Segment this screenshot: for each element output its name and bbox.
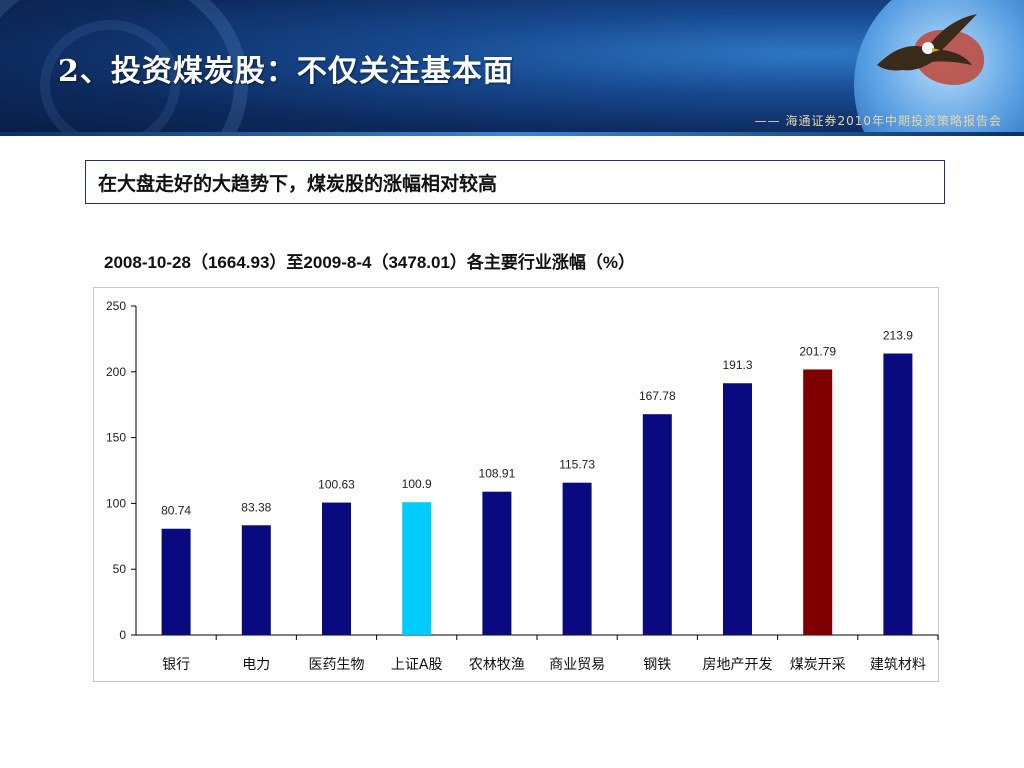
header-divider [0, 132, 1024, 136]
y-tick-label: 100 [106, 496, 126, 510]
data-label: 100.9 [402, 477, 432, 491]
y-tick-label: 150 [106, 431, 126, 445]
data-label: 201.79 [799, 344, 836, 358]
bar [482, 491, 512, 635]
data-label: 213.9 [883, 329, 913, 343]
slide-title: 2、投资煤炭股：不仅关注基本面 [58, 54, 514, 89]
y-tick-label: 250 [106, 299, 126, 313]
category-label: 农林牧渔 [469, 657, 525, 673]
chart-title: 2008-10-28（1664.93）至2009-8-4（3478.01）各主要… [104, 253, 636, 272]
category-label: 银行 [162, 657, 190, 673]
category-label: 煤炭开采 [790, 657, 846, 673]
bar [642, 414, 672, 635]
bar-chart: 0 50 100 150 200 250 80.74 银行 83.38 电力 100.63 医药生物 1… [106, 299, 939, 673]
bar [161, 528, 191, 635]
bar [883, 353, 913, 635]
bar [241, 525, 271, 635]
data-label: 108.91 [479, 467, 516, 481]
bar [402, 502, 432, 635]
y-tick-label: 200 [106, 365, 126, 379]
data-label: 115.73 [559, 458, 595, 472]
y-tick-label: 50 [113, 562, 127, 576]
bar [803, 369, 833, 635]
category-label: 商业贸易 [549, 657, 605, 673]
bar [562, 482, 592, 635]
category-label: 房地产开发 [703, 657, 773, 673]
subtitle-box: 在大盘走好的大趋势下，煤炭股的涨幅相对较高 [85, 160, 945, 204]
report-tag: —— 海通证券2010年中期投资策略报告会 [754, 114, 1002, 128]
y-tick-label: 0 [119, 628, 126, 642]
data-label: 100.63 [318, 478, 355, 492]
data-label: 80.74 [161, 504, 191, 518]
data-label: 191.3 [722, 358, 752, 372]
category-label: 上证A股 [391, 657, 443, 673]
swirl-pattern-inner [40, 20, 180, 135]
category-label: 医药生物 [309, 657, 365, 673]
bar [723, 383, 752, 635]
eagle-icon [877, 14, 977, 71]
data-label: 167.78 [639, 389, 676, 403]
bar [322, 502, 351, 635]
chart-frame: 0 50 100 150 200 250 80.74 银行 83.38 电力 100.63 医药生物 1… [93, 287, 939, 682]
category-label: 钢铁 [643, 657, 671, 673]
category-label: 电力 [242, 657, 270, 673]
data-label: 83.38 [241, 500, 271, 514]
slide-header: 2、投资煤炭股：不仅关注基本面 —— 海通证券2010年中期投资策略报告会 [0, 0, 1024, 135]
subtitle-text: 在大盘走好的大趋势下，煤炭股的涨幅相对较高 [98, 172, 498, 195]
category-label: 建筑材料 [870, 657, 926, 673]
